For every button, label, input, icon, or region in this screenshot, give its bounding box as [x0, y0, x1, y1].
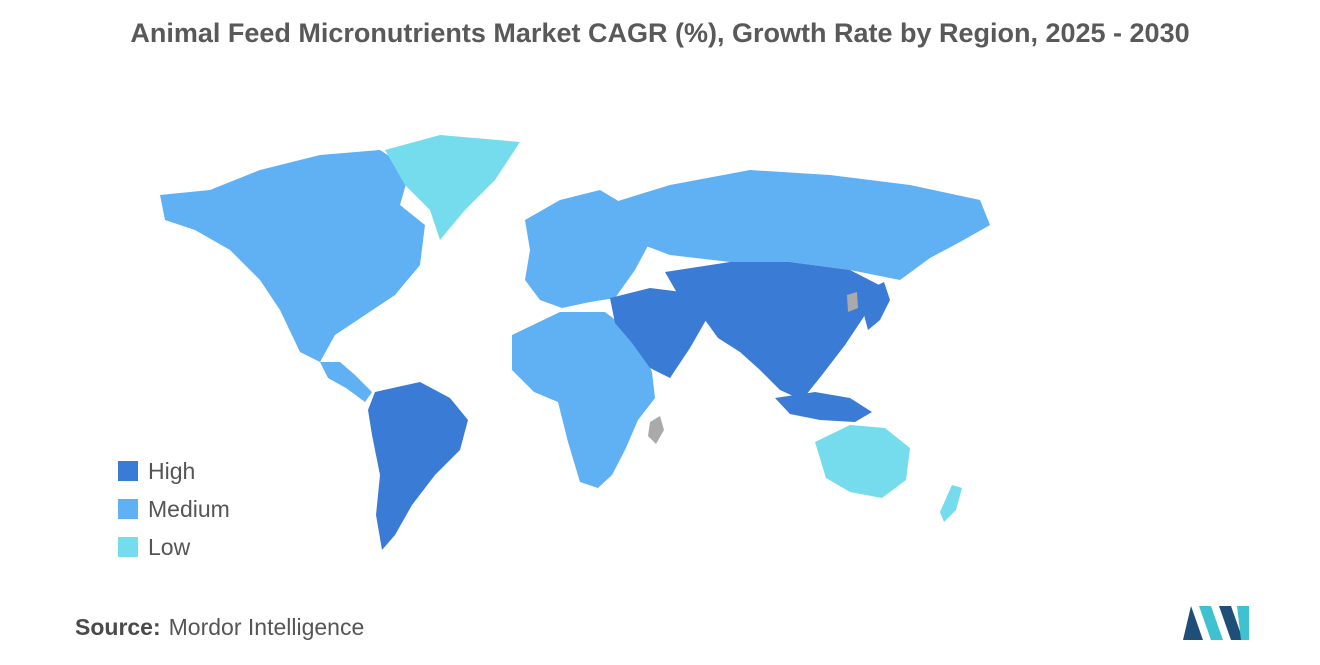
region-southeast-asia — [775, 392, 872, 422]
source-key: Source: — [75, 614, 161, 640]
legend-label-high: High — [148, 457, 196, 484]
legend-item-medium: Medium — [118, 490, 230, 528]
region-africa — [512, 312, 655, 488]
source-value: Mordor Intelligence — [168, 614, 365, 640]
legend-swatch-medium — [118, 499, 138, 519]
chart-title: Animal Feed Micronutrients Market CAGR (… — [130, 18, 1190, 48]
legend-item-high: High — [118, 452, 230, 490]
region-south-america — [368, 382, 468, 550]
region-asia-pacific — [665, 262, 885, 400]
region-korea — [847, 292, 858, 312]
region-japan — [864, 282, 890, 330]
region-central-america — [320, 362, 372, 402]
legend-item-low: Low — [118, 528, 230, 566]
legend-label-low: Low — [148, 533, 191, 560]
legend-swatch-low — [118, 537, 138, 557]
region-madagascar — [648, 416, 664, 444]
legend-swatch-high — [118, 461, 138, 481]
region-new-zealand — [940, 485, 962, 522]
region-north-america — [160, 150, 425, 362]
legend: High Medium Low — [118, 452, 230, 566]
region-greenland — [385, 135, 520, 240]
mordor-intelligence-logo-icon — [1183, 606, 1249, 640]
source-line: Source: Mordor Intelligence — [75, 614, 364, 641]
region-middle-east — [610, 288, 706, 378]
region-russia — [605, 170, 990, 280]
region-australia — [815, 425, 910, 498]
world-map — [160, 135, 990, 550]
legend-label-medium: Medium — [148, 495, 230, 522]
